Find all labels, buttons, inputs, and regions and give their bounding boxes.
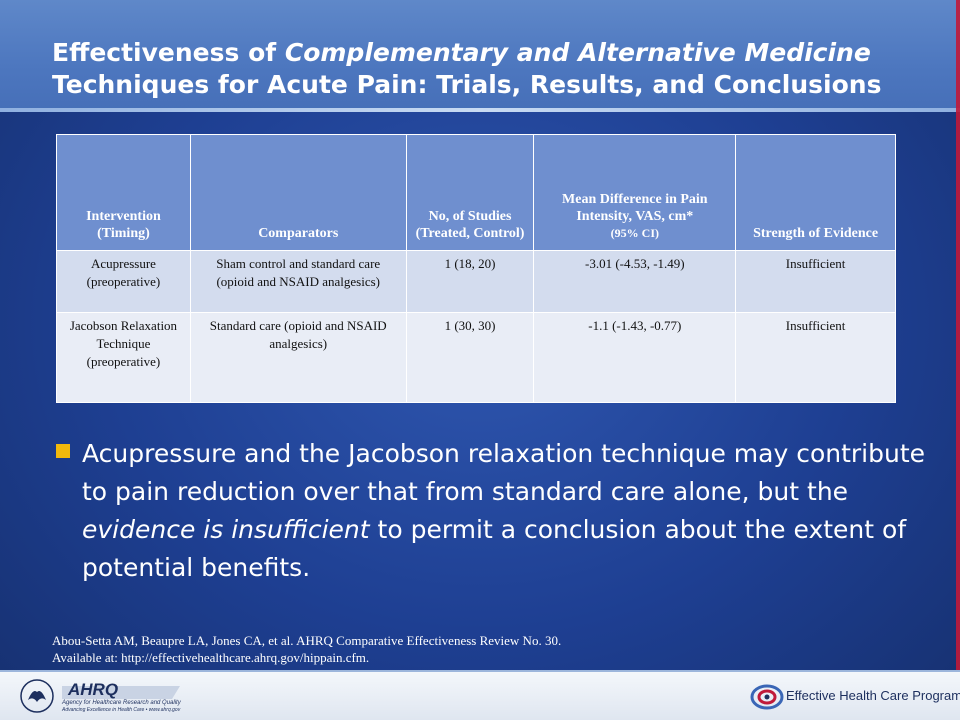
cell-intervention: Acupressure (preoperative) (56, 250, 191, 313)
ahrq-logo-icon (62, 686, 180, 699)
header-strength: Strength of Evidence (735, 134, 896, 251)
title-text-part1: Effectiveness of (52, 38, 285, 67)
citation-line1: Abou-Setta AM, Beaupre LA, Jones CA, et … (52, 633, 562, 648)
cell-comparators: Standard care (opioid and NSAID analgesi… (189, 312, 407, 403)
cell-intervention: Jacobson Relaxation Technique (preoperat… (56, 312, 191, 403)
header-mean-difference-label: Mean Difference in Pain Intensity, VAS, … (562, 192, 708, 224)
hhs-eagle-icon (20, 679, 54, 713)
header-studies: No, of Studies (Treated, Control) (405, 134, 535, 251)
table-row: Acupressure (preoperative) Sham control … (56, 250, 896, 313)
ahrq-tagline-1: Agency for Healthcare Research and Quali… (62, 700, 181, 706)
bullet-text-start: Acupressure and the Jacobson relaxation … (82, 439, 926, 506)
cell-strength: Insufficient (735, 250, 896, 313)
bullet-text: Acupressure and the Jacobson relaxation … (82, 435, 942, 587)
bullet-text-end: to permit a conclusion about the extent … (82, 515, 907, 582)
program-name: Effective Health Care Program (786, 688, 960, 703)
cell-mean-difference: -3.01 (-4.53, -1.49) (533, 250, 737, 313)
header-mean-difference: Mean Difference in Pain Intensity, VAS, … (533, 134, 737, 251)
cell-comparators: Sham control and standard care (opioid a… (189, 250, 407, 313)
title-text-italic: Complementary and Alternative Medicine (284, 38, 871, 67)
ahrq-name: AHRQ (68, 680, 119, 699)
title-text-part2: Techniques for Acute Pain: Trials, Resul… (52, 70, 882, 99)
cell-mean-difference: -1.1 (-1.43, -0.77) (533, 312, 737, 403)
footer-divider (0, 670, 960, 673)
table-row: Jacobson Relaxation Technique (preoperat… (56, 312, 896, 403)
slide-edge-accent (956, 0, 960, 720)
cell-strength: Insufficient (735, 312, 896, 403)
citation-line2: Available at: http://effectivehealthcare… (52, 650, 370, 665)
header-intervention: Intervention (Timing) (56, 134, 191, 251)
slide-title: Effectiveness of Complementary and Alter… (52, 37, 932, 101)
title-divider (0, 108, 960, 112)
citation: Abou-Setta AM, Beaupre LA, Jones CA, et … (52, 632, 912, 666)
header-ci-label: (95% CI) (610, 226, 659, 240)
bullet-text-italic: evidence is insufficient (82, 515, 370, 544)
bullet-square-icon (56, 444, 70, 458)
cell-studies: 1 (18, 20) (405, 250, 535, 313)
ahrq-tagline-2: Advancing Excellence in Health Care • ww… (62, 707, 181, 713)
header-comparators: Comparators (189, 134, 407, 251)
evidence-table: Intervention (Timing) Comparators No, of… (56, 134, 896, 403)
ehc-program-icon (750, 684, 784, 710)
title-band (0, 0, 960, 110)
cell-studies: 1 (30, 30) (405, 312, 535, 403)
